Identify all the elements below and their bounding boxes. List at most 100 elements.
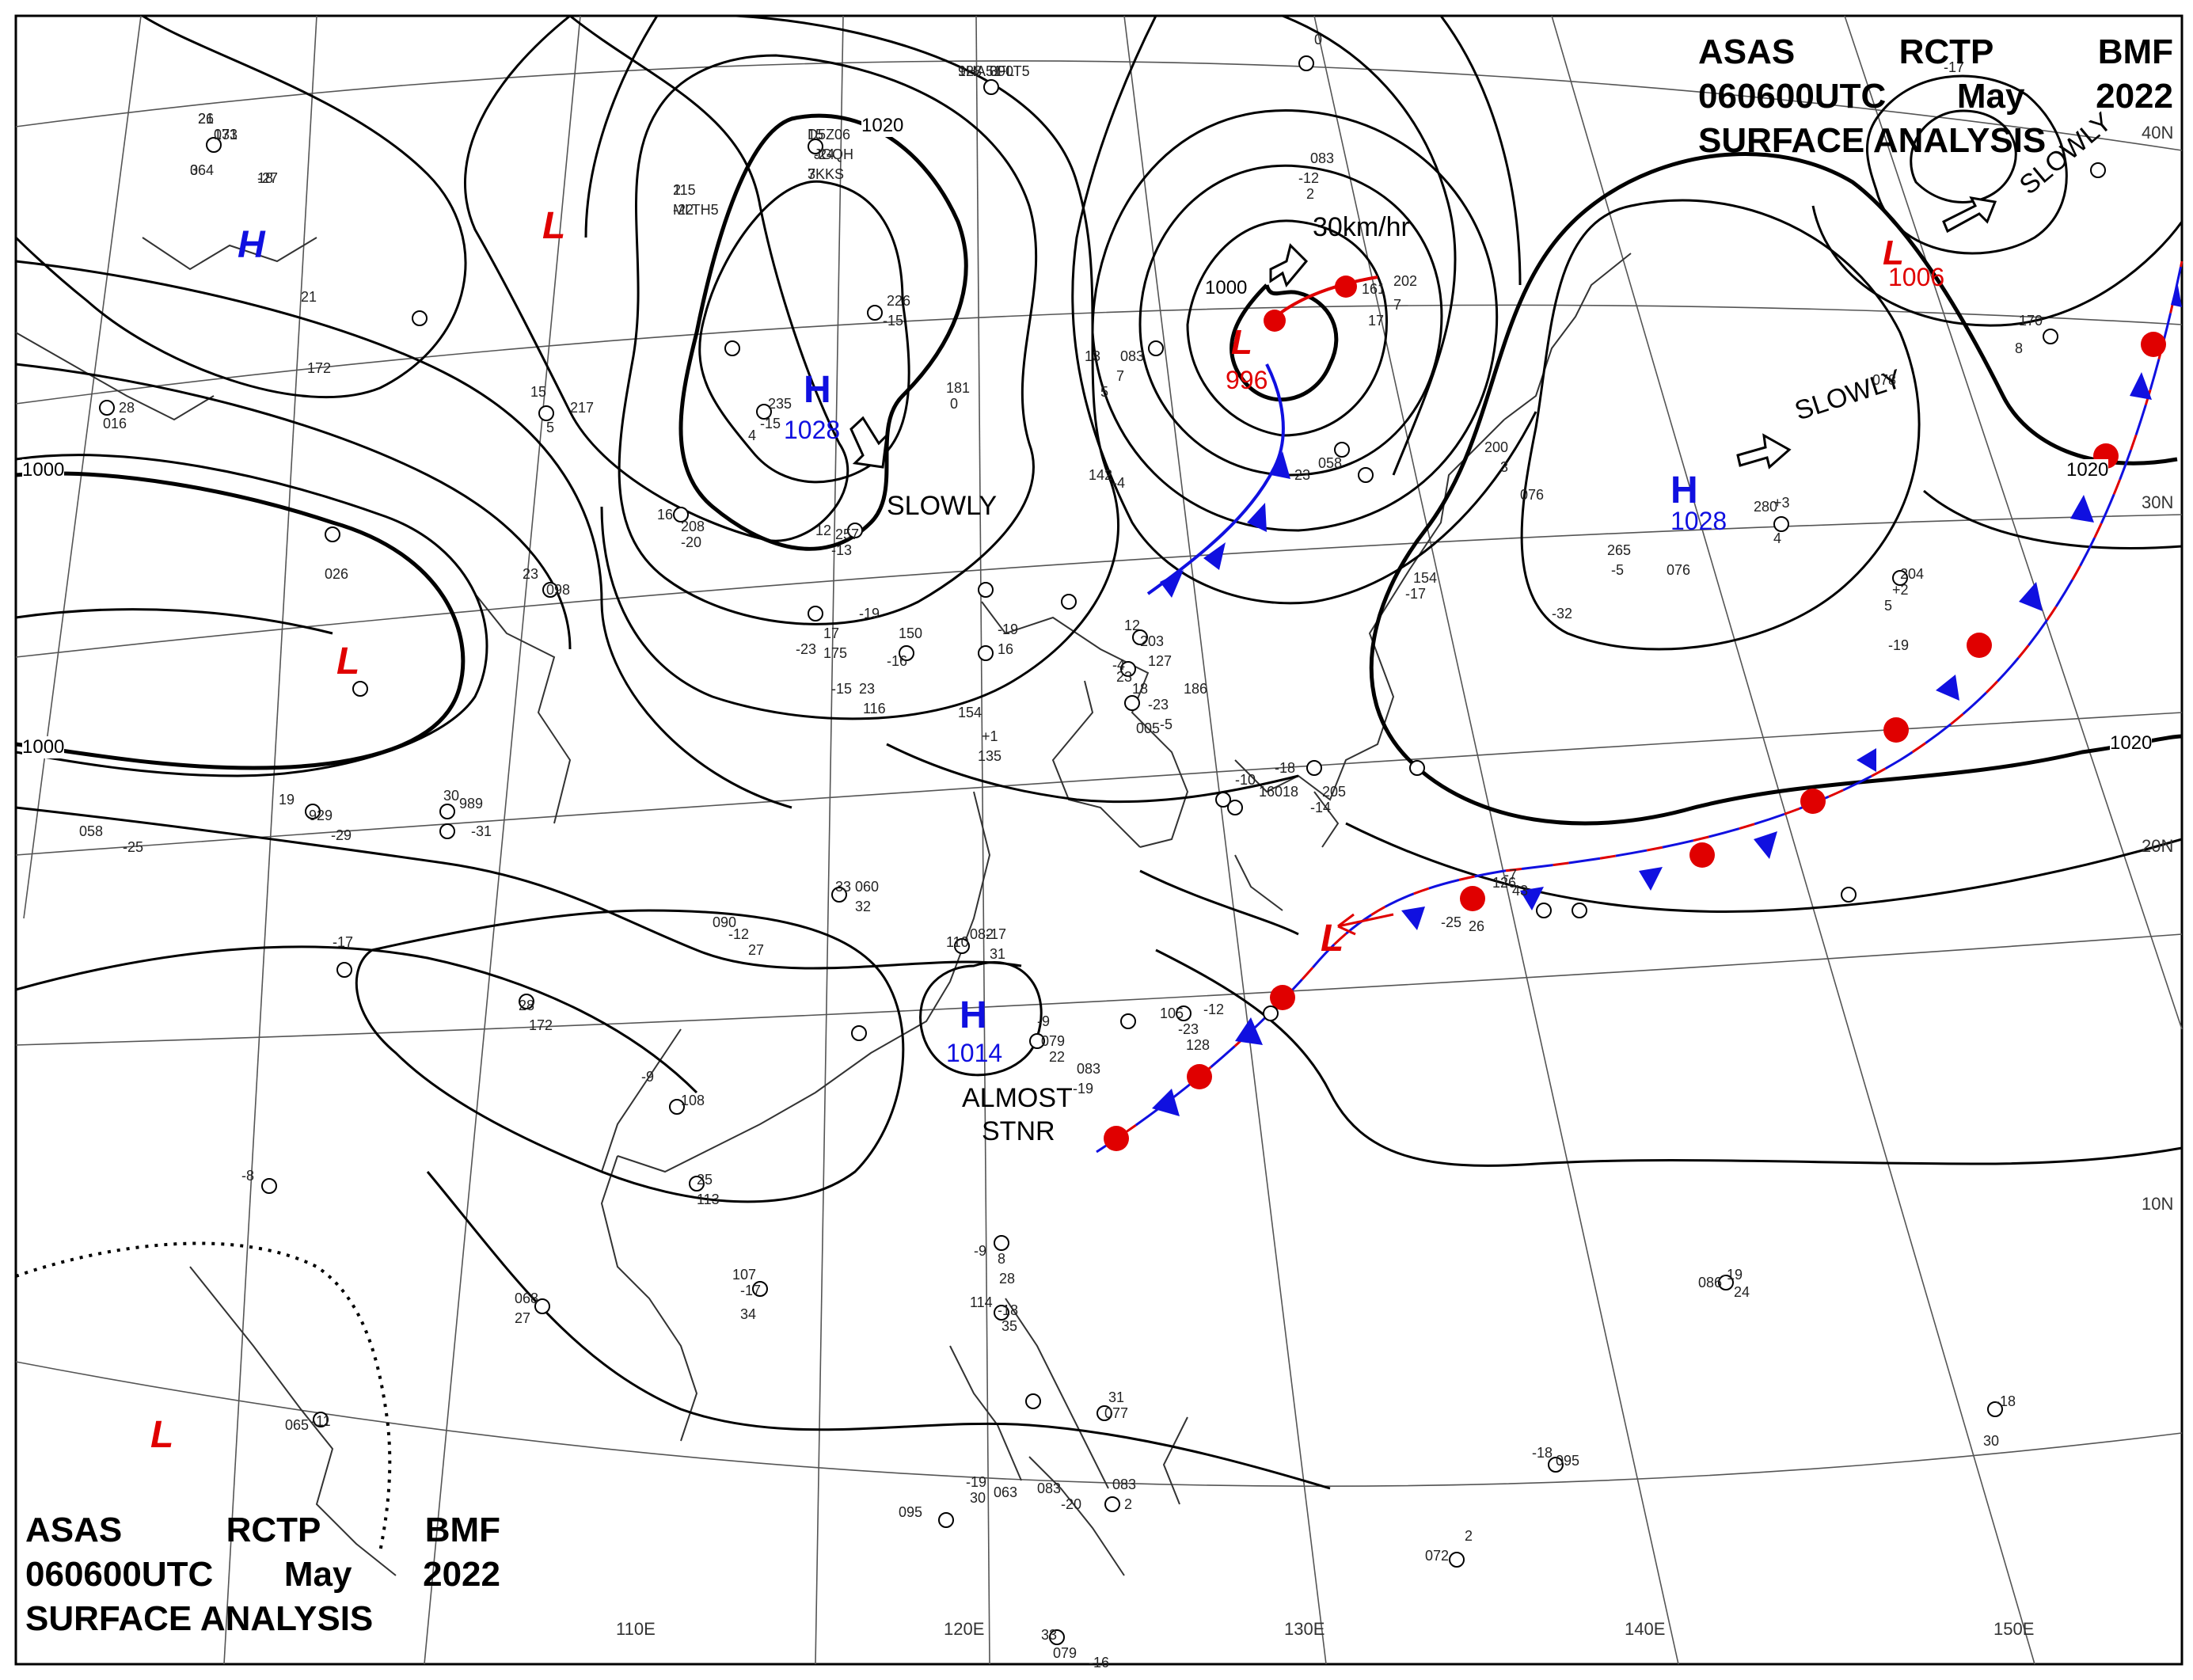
valid-time: 060600UTC (1698, 77, 1887, 116)
station-value: 116 (863, 701, 886, 716)
station-value: -9 (974, 1243, 987, 1259)
lon-label: 110E (616, 1619, 656, 1639)
station-value: -18 (1275, 760, 1296, 776)
station-value: 0 (950, 396, 959, 412)
station-value: 24 (1734, 1284, 1750, 1300)
station-value: -25 (1441, 914, 1462, 930)
low-pressure-marker: L (1321, 918, 1344, 960)
station-value: 098 (546, 582, 571, 598)
station-value: -18 (998, 1302, 1019, 1318)
station-value: 3FLT5 (990, 63, 1030, 79)
lat-label: 20N (2142, 836, 2174, 856)
valid-time: 060600UTC (25, 1555, 214, 1594)
station-value: 083 (1037, 1480, 1062, 1496)
station-value: -4 (1112, 475, 1126, 491)
station-value: -11 (311, 1413, 331, 1429)
station-value: 27 (748, 942, 765, 958)
station-value: 3 (808, 166, 816, 182)
station-value: -7 (1504, 867, 1518, 883)
station-value: 135 (978, 748, 1002, 764)
station-value: 18 (1132, 681, 1149, 697)
station-value: 3 (190, 162, 199, 178)
station-value: -31 (471, 823, 492, 839)
product-title: SURFACE ANALYSIS (25, 1599, 374, 1638)
station-value: 30 (443, 788, 460, 804)
station-value: 126 (1492, 875, 1517, 891)
station-value: -12 (1203, 1002, 1225, 1017)
station-value: 18 (1283, 784, 1299, 800)
title-block-top-right: ASAS RCTP BMF 060600UTC May 2022 SURFACE… (1698, 30, 2173, 163)
station-value: 016 (103, 416, 127, 431)
isobar-label: 1020 (2110, 732, 2153, 754)
station-value: 7 (1116, 368, 1125, 384)
pressure-value: 1014 (946, 1039, 1003, 1067)
station-value: -14 (1310, 800, 1332, 815)
isobar-label: 1000 (22, 459, 65, 481)
station-value: -17 (1405, 586, 1427, 602)
station-value: -15 (883, 313, 904, 329)
station-value: 076 (1667, 562, 1691, 578)
warm-front (1264, 276, 1378, 332)
station-value: 079 (1041, 1033, 1066, 1049)
pressure-value: 1028 (1670, 507, 1727, 535)
valid-month: May (1956, 77, 2025, 116)
station-value: 26 (198, 111, 215, 127)
station-value: -29 (331, 827, 352, 843)
low-pressure-marker: L (150, 1414, 174, 1456)
agency-code: ASAS (25, 1511, 123, 1549)
station-value: -16 (887, 653, 908, 669)
station-value: 17 (1368, 313, 1385, 329)
station-value: -19 (966, 1474, 987, 1490)
lat-label: 10N (2142, 1194, 2174, 1214)
station-value: 005 (1136, 720, 1161, 736)
motion-label: STNR (982, 1116, 1055, 1146)
station-value: -19 (1722, 1267, 1743, 1283)
station-value: 23 (1294, 467, 1311, 483)
station-value: 22 (1049, 1049, 1066, 1065)
station-value: 929 (309, 808, 333, 823)
station-value: -18 (1995, 1393, 2016, 1409)
lat-label: 40N (2142, 123, 2174, 143)
station-value: 077 (1104, 1405, 1129, 1421)
station-value: 175 (823, 645, 848, 661)
station-value: 30 (970, 1490, 986, 1506)
station-value: 32 (855, 899, 872, 914)
station-value: 4 (748, 428, 757, 443)
station-value: -16 (1089, 1655, 1110, 1670)
station-value: 21 (301, 289, 317, 305)
motion-label: ALMOST (962, 1083, 1073, 1113)
station-value: 068 (515, 1290, 539, 1306)
station-value: -9 (641, 1069, 655, 1085)
station-value: -17 (333, 934, 354, 950)
station-value: 226 (887, 293, 911, 309)
station-markers (99, 55, 2106, 1645)
station-value: 4 (1773, 530, 1782, 546)
station-value: +1 (982, 728, 998, 744)
station-value: 107 (732, 1267, 757, 1283)
station-value: 8 (2015, 340, 2024, 356)
station-value: 105 (1160, 1005, 1184, 1021)
station-value: -32 (1552, 606, 1573, 621)
station-value: 079 (1053, 1645, 1077, 1661)
station-value: 12 (1124, 618, 1141, 633)
station-value: 8 (998, 1251, 1006, 1267)
station-value: 127 (1148, 653, 1173, 669)
station-value: 18 (257, 170, 274, 186)
station-value: -22 (673, 202, 694, 218)
station-value: 35 (1001, 1318, 1018, 1334)
station-value: D5Z06 (808, 127, 851, 143)
pressure-value: 1028 (784, 416, 841, 444)
motion-label: 30km/hr (1313, 212, 1410, 242)
agency-code: ASAS (1698, 32, 1796, 71)
station-value: -18 (1532, 1445, 1553, 1461)
lat-label: 30N (2142, 492, 2174, 512)
station-value: 082 (970, 926, 994, 942)
isobar-label: 1000 (1205, 277, 1248, 299)
station-value: 257 (835, 526, 860, 542)
station-value: 128 (958, 63, 982, 79)
station-value: 150 (899, 625, 923, 641)
station-value: -17 (986, 926, 1007, 942)
station-value: 161 (1362, 281, 1386, 297)
station-value: 30 (1983, 1433, 2000, 1449)
